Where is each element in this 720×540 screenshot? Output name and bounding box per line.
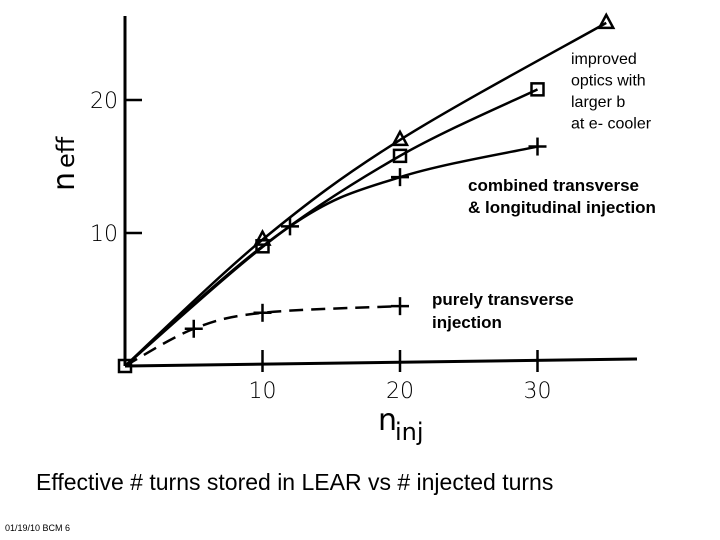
x-tick-label: 10 — [249, 379, 277, 404]
square-marker — [530, 82, 545, 97]
series-0 — [124, 12, 616, 367]
chart-series — [117, 12, 616, 374]
series-2 — [124, 137, 547, 367]
y-axis-label-sub: eff — [52, 136, 80, 168]
slide-footer: 01/19/10 BCM 6 — [5, 523, 71, 533]
annotation-line: combined transverse — [468, 176, 639, 195]
triangle-marker — [253, 229, 272, 246]
annotation-line: injection — [432, 313, 502, 332]
y-tick-label: 10 — [90, 222, 118, 247]
triangle-marker — [597, 12, 616, 30]
series-line — [124, 145, 538, 367]
plus-marker — [253, 303, 272, 322]
plus-marker — [528, 137, 547, 156]
annotation-line: purely transverse — [432, 290, 574, 309]
chart-ticks: 10 20 30 10 20 — [90, 89, 552, 404]
origin-marker — [117, 358, 133, 374]
x-tick-label: 20 — [386, 379, 414, 404]
y-tick-label: 20 — [90, 89, 118, 114]
series-line — [124, 304, 401, 368]
annotation-line: at e- cooler — [571, 116, 652, 133]
annotation-line: larger b — [571, 94, 625, 111]
series-line — [124, 21, 607, 367]
y-axis-label-main: n — [47, 172, 82, 191]
triangle-marker — [390, 129, 410, 147]
annotation-line: improved — [571, 51, 637, 68]
plus-marker — [281, 217, 299, 236]
slide-caption: Effective # turns stored in LEAR vs # in… — [36, 469, 554, 495]
annotation-line: & longitudinal injection — [468, 198, 656, 217]
chart-annotations: improved optics with larger b at e- cooler c… — [432, 51, 656, 332]
x-tick-label: 30 — [524, 379, 552, 404]
square-marker — [392, 148, 408, 164]
x-axis-line — [124, 357, 638, 368]
plus-marker — [391, 297, 409, 316]
series-3 — [124, 297, 409, 368]
x-axis-label-main: n — [378, 403, 397, 438]
square-marker — [255, 239, 270, 254]
plus-marker — [391, 168, 409, 187]
annotation-line: optics with — [571, 73, 646, 90]
plus-marker — [184, 319, 203, 338]
x-axis-label-sub: inj — [395, 418, 424, 446]
chart-axes — [123, 16, 638, 368]
